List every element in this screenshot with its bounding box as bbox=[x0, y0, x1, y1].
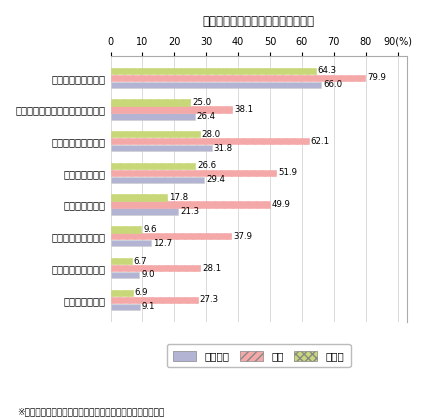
Text: 25.0: 25.0 bbox=[192, 98, 211, 107]
Text: 9.1: 9.1 bbox=[141, 302, 155, 311]
Text: 21.3: 21.3 bbox=[180, 207, 199, 216]
Bar bbox=[111, 265, 200, 271]
Text: 9.0: 9.0 bbox=[141, 270, 155, 280]
Text: 66.0: 66.0 bbox=[323, 80, 342, 89]
Text: 17.8: 17.8 bbox=[169, 193, 188, 202]
Bar bbox=[111, 68, 316, 74]
Legend: 全体平均, 依存, 非依存: 全体平均, 依存, 非依存 bbox=[167, 344, 351, 367]
Text: 12.7: 12.7 bbox=[153, 239, 172, 248]
Text: 6.9: 6.9 bbox=[135, 288, 148, 297]
Text: 38.1: 38.1 bbox=[234, 105, 253, 114]
Bar bbox=[111, 170, 276, 176]
Text: 64.3: 64.3 bbox=[317, 66, 337, 75]
Bar bbox=[111, 113, 195, 120]
Bar bbox=[111, 163, 196, 169]
Bar bbox=[111, 296, 198, 303]
Text: 31.8: 31.8 bbox=[214, 144, 233, 153]
Text: 79.9: 79.9 bbox=[367, 73, 386, 82]
Text: 26.4: 26.4 bbox=[197, 112, 216, 121]
Bar bbox=[111, 75, 366, 81]
Text: 28.1: 28.1 bbox=[202, 263, 221, 273]
Bar bbox=[111, 82, 321, 88]
Text: 9.6: 9.6 bbox=[143, 225, 157, 234]
Bar bbox=[111, 194, 167, 201]
Bar bbox=[111, 240, 151, 247]
Bar bbox=[111, 138, 308, 144]
Bar bbox=[111, 290, 132, 296]
Text: ※　依存については緩やかな基準（ヤングの基準）での判断: ※ 依存については緩やかな基準（ヤングの基準）での判断 bbox=[17, 407, 164, 416]
Text: 28.0: 28.0 bbox=[202, 130, 221, 139]
Text: 37.9: 37.9 bbox=[233, 232, 252, 241]
Bar bbox=[111, 303, 140, 310]
Text: 27.3: 27.3 bbox=[199, 295, 219, 304]
Bar bbox=[111, 201, 270, 208]
Bar bbox=[111, 106, 232, 113]
Bar bbox=[111, 226, 141, 232]
Bar bbox=[111, 99, 190, 106]
Bar bbox=[111, 145, 212, 151]
Bar bbox=[111, 131, 200, 138]
Bar bbox=[111, 272, 139, 278]
Title: 「毎日が楽しくなった」が最も多い: 「毎日が楽しくなった」が最も多い bbox=[203, 15, 315, 28]
Bar bbox=[111, 209, 178, 215]
Text: 62.1: 62.1 bbox=[311, 137, 330, 146]
Bar bbox=[111, 233, 231, 240]
Bar bbox=[111, 177, 204, 183]
Text: 6.7: 6.7 bbox=[134, 257, 147, 265]
Bar bbox=[111, 258, 132, 264]
Text: 29.4: 29.4 bbox=[206, 176, 225, 184]
Text: 26.6: 26.6 bbox=[197, 161, 216, 171]
Text: 51.9: 51.9 bbox=[278, 168, 297, 177]
Text: 49.9: 49.9 bbox=[272, 200, 291, 209]
